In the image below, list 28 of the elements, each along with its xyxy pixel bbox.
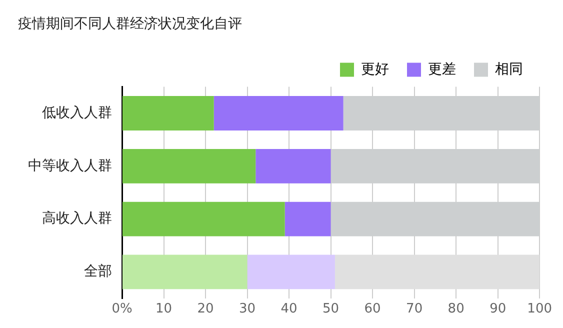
x-tick-label: 80 [448, 302, 464, 317]
bar [284, 202, 331, 236]
bar [122, 148, 256, 184]
x-tick-label: 90 [490, 302, 506, 317]
x-tick-label: 100 [527, 302, 552, 317]
y-tick-label: 低收入人群 [42, 104, 112, 121]
x-tick-label: 30 [239, 302, 256, 317]
legend-label: 相同 [495, 61, 523, 78]
bar [122, 202, 285, 236]
x-tick-label: 10 [155, 302, 172, 317]
y-tick-label: 中等收入人群 [28, 158, 112, 174]
bar [247, 254, 335, 290]
x-tick-label: 70 [406, 302, 423, 317]
bar [122, 254, 248, 290]
legend-label: 更差 [428, 61, 456, 78]
x-tick-label: 50 [322, 302, 340, 317]
y-tick-label: 全部 [84, 264, 112, 280]
x-tick-label: 20 [197, 302, 214, 317]
bar [122, 96, 214, 130]
legend-label: 更好 [361, 61, 389, 78]
bar [214, 96, 344, 130]
y-tick-label: 高收入人群 [42, 210, 112, 227]
bar [256, 148, 331, 184]
bar [334, 254, 540, 290]
chart-title: 疫情期间不同人群经济状况变化自评 [18, 16, 242, 32]
x-tick-label: 40 [280, 302, 298, 317]
x-tick-label: 60 [364, 302, 381, 317]
x-tick-label: 0% [112, 302, 132, 317]
